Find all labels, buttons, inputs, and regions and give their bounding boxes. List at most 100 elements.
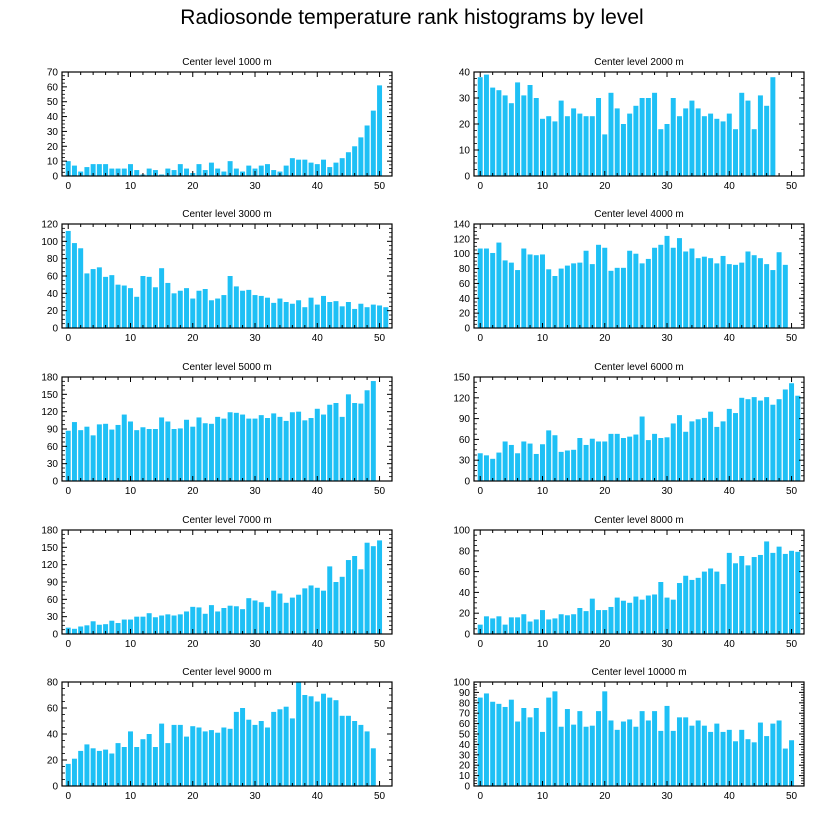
x-tick-label: 0 (65, 181, 71, 192)
y-tick-label: 20 (47, 756, 59, 767)
histogram-bar (345, 560, 351, 634)
y-tick-label: 60 (47, 272, 59, 283)
y-tick-label: 20 (459, 309, 471, 320)
histogram-bar (171, 615, 177, 634)
histogram-bar (583, 611, 589, 634)
histogram-bar (345, 152, 351, 176)
y-tick-label: 30 (459, 750, 471, 761)
y-tick-label: 0 (52, 172, 58, 183)
histogram-bar (321, 693, 326, 786)
histogram-bar (608, 433, 614, 481)
histogram-bar (71, 628, 77, 634)
panel-title: Center level 8000 m (594, 515, 684, 526)
histogram-bar (540, 254, 545, 328)
histogram-bar (577, 711, 583, 786)
panel-title: Center level 10000 m (591, 667, 686, 678)
histogram-panel-7: Center level 7000 m 0 10 20 30 40 50 0 30 60 90 120… (0, 506, 412, 661)
histogram-bar (483, 455, 489, 481)
histogram-bar (739, 262, 745, 328)
histogram-bar (508, 444, 514, 481)
histogram-bar (221, 171, 227, 176)
x-tick-label: 10 (125, 486, 137, 497)
x-tick-label: 50 (786, 486, 798, 497)
x-tick-label: 40 (312, 639, 324, 650)
histogram-bar (496, 452, 502, 481)
histogram-bar (645, 258, 651, 328)
x-tick-label: 10 (125, 181, 137, 192)
histogram-bar (583, 444, 589, 481)
y-tick-label: 140 (453, 220, 470, 231)
histogram-bar (751, 397, 757, 481)
y-tick-label: 60 (459, 435, 471, 446)
x-tick-label: 30 (249, 639, 261, 650)
histogram-bar (90, 164, 96, 176)
histogram-bar (246, 418, 252, 481)
y-tick-label: 150 (41, 543, 58, 554)
histogram-bar (314, 701, 320, 786)
histogram-bar (577, 438, 583, 481)
histogram-bar (527, 621, 533, 634)
y-tick-label: 40 (47, 112, 59, 123)
histogram-bar (751, 742, 757, 786)
histogram-bar (726, 729, 732, 786)
histogram-bar (302, 307, 308, 328)
histogram-bar (614, 597, 620, 634)
histogram-bar (515, 617, 521, 634)
histogram-bar (233, 168, 239, 176)
histogram-bar (683, 108, 689, 176)
histogram-bar (84, 744, 90, 786)
histogram-bar (633, 596, 639, 634)
histogram-bar (264, 297, 270, 328)
y-tick-label: 180 (41, 373, 58, 384)
histogram-bar (751, 255, 757, 328)
histogram-bar (321, 159, 326, 176)
histogram-bar (184, 611, 190, 634)
histogram-bar (483, 693, 489, 786)
histogram-bar (496, 90, 502, 176)
histogram-bar (739, 556, 745, 634)
histogram-bar (627, 719, 633, 786)
histogram-bar (639, 599, 645, 634)
histogram-bar (733, 413, 738, 481)
histogram-bar (128, 164, 133, 176)
histogram-bar (78, 626, 84, 634)
histogram-bar (695, 419, 701, 481)
histogram-bar (527, 717, 533, 786)
x-tick-label: 50 (374, 333, 386, 344)
histogram-bar (258, 721, 264, 786)
x-tick-label: 40 (724, 333, 736, 344)
y-tick-label: 50 (47, 97, 59, 108)
x-tick-label: 50 (786, 639, 798, 650)
histogram-bar (683, 251, 689, 328)
histogram-bar (726, 552, 732, 634)
x-tick-label: 0 (65, 639, 71, 650)
histogram-bar (289, 158, 295, 176)
y-tick-label: 20 (459, 761, 471, 772)
x-tick-label: 10 (125, 639, 137, 650)
histogram-bar (308, 585, 314, 634)
histogram-bar (364, 542, 370, 634)
histogram-bar (109, 275, 115, 328)
histogram-bar (602, 610, 608, 634)
histogram-bar (546, 697, 552, 786)
x-tick-label: 10 (537, 791, 549, 802)
histogram-bar (302, 588, 308, 634)
histogram-chart-9: Center level 9000 m 0 10 20 30 40 50 0 20 40 60 80 (47, 667, 393, 802)
histogram-bar (233, 606, 239, 634)
histogram-bar (78, 248, 84, 328)
histogram-bar (159, 615, 165, 634)
histogram-bar (670, 98, 676, 176)
y-tick-label: 40 (47, 289, 59, 300)
histogram-bar (96, 267, 102, 328)
histogram-bar (264, 727, 270, 786)
histogram-bar (571, 614, 577, 634)
y-tick-label: 60 (47, 82, 59, 93)
histogram-bar (564, 709, 570, 786)
histogram-bar (558, 451, 564, 481)
y-tick-label: 20 (47, 142, 59, 153)
histogram-bar (695, 108, 701, 176)
y-tick-label: 180 (41, 526, 58, 537)
histogram-bar (733, 563, 738, 634)
histogram-panel-5: Center level 5000 m 0 10 20 30 40 50 0 30 60 90 120… (0, 353, 412, 508)
